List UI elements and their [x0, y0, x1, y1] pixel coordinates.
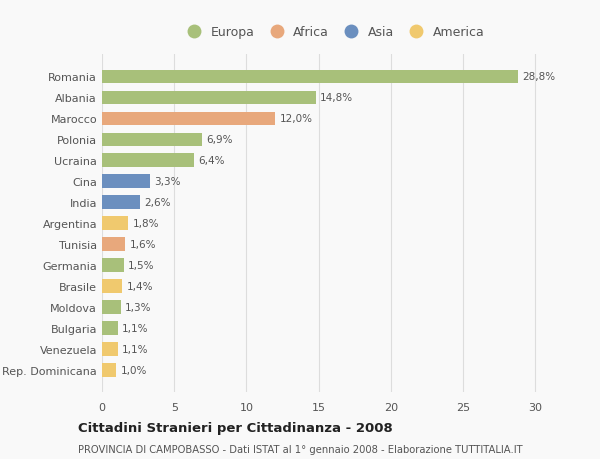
Bar: [102, 70, 518, 84]
Bar: [102, 322, 118, 335]
Text: 6,9%: 6,9%: [206, 135, 232, 145]
Bar: [102, 91, 316, 105]
Text: 1,1%: 1,1%: [122, 344, 149, 354]
Bar: [102, 196, 140, 210]
Bar: [102, 238, 125, 252]
Text: 28,8%: 28,8%: [522, 72, 555, 82]
Text: 1,1%: 1,1%: [122, 324, 149, 333]
Bar: [102, 280, 122, 293]
Bar: [102, 217, 128, 230]
Text: 1,8%: 1,8%: [133, 219, 159, 229]
Text: 6,4%: 6,4%: [199, 156, 225, 166]
Text: 1,6%: 1,6%: [130, 240, 156, 250]
Bar: [102, 364, 116, 377]
Text: 1,4%: 1,4%: [127, 281, 153, 291]
Text: 1,3%: 1,3%: [125, 302, 152, 313]
Bar: [102, 342, 118, 356]
Text: 12,0%: 12,0%: [280, 114, 313, 124]
Text: 1,5%: 1,5%: [128, 261, 154, 271]
Bar: [102, 154, 194, 168]
Text: Cittadini Stranieri per Cittadinanza - 2008: Cittadini Stranieri per Cittadinanza - 2…: [78, 421, 393, 434]
Bar: [102, 259, 124, 273]
Bar: [102, 175, 149, 189]
Bar: [102, 112, 275, 126]
Bar: [102, 301, 121, 314]
Bar: [102, 133, 202, 147]
Text: 3,3%: 3,3%: [154, 177, 181, 187]
Legend: Europa, Africa, Asia, America: Europa, Africa, Asia, America: [176, 21, 490, 44]
Text: 14,8%: 14,8%: [320, 93, 353, 103]
Text: 2,6%: 2,6%: [144, 198, 170, 208]
Text: PROVINCIA DI CAMPOBASSO - Dati ISTAT al 1° gennaio 2008 - Elaborazione TUTTITALI: PROVINCIA DI CAMPOBASSO - Dati ISTAT al …: [78, 444, 523, 454]
Text: 1,0%: 1,0%: [121, 365, 147, 375]
